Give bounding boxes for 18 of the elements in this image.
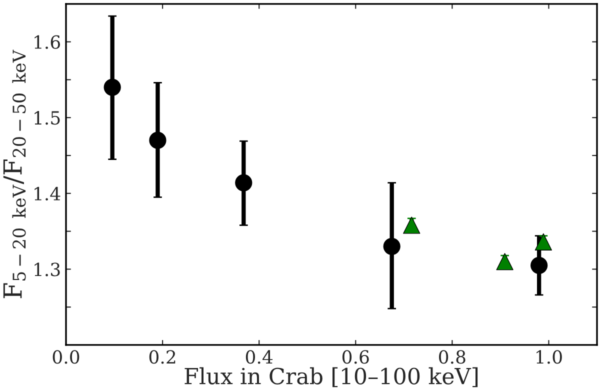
y-tick-label: 1.4 <box>34 186 60 201</box>
x-tick-label: 0.8 <box>439 350 466 364</box>
point <box>530 256 548 274</box>
y-tick-label: 1.3 <box>34 262 60 276</box>
x-tick-label: 1.0 <box>536 350 562 364</box>
point <box>104 78 121 96</box>
y-tick-label: 1.5 <box>34 111 60 125</box>
x-tick-label: 0.2 <box>149 350 176 364</box>
x-tick-label: 0.0 <box>52 350 80 364</box>
point <box>149 132 166 149</box>
y-axis-title: F$_{5−20 keV}$/F$_{20−50 keV}$ <box>3 50 26 298</box>
x-axis-title: Flux in Crab [10–100 keV] <box>184 367 478 388</box>
x-tick-label: 0.4 <box>246 350 273 364</box>
y-tick-label: 1.6 <box>34 35 60 49</box>
point <box>383 238 400 256</box>
point <box>235 174 252 192</box>
point <box>403 216 420 234</box>
x-tick-label: 0.6 <box>342 350 369 364</box>
